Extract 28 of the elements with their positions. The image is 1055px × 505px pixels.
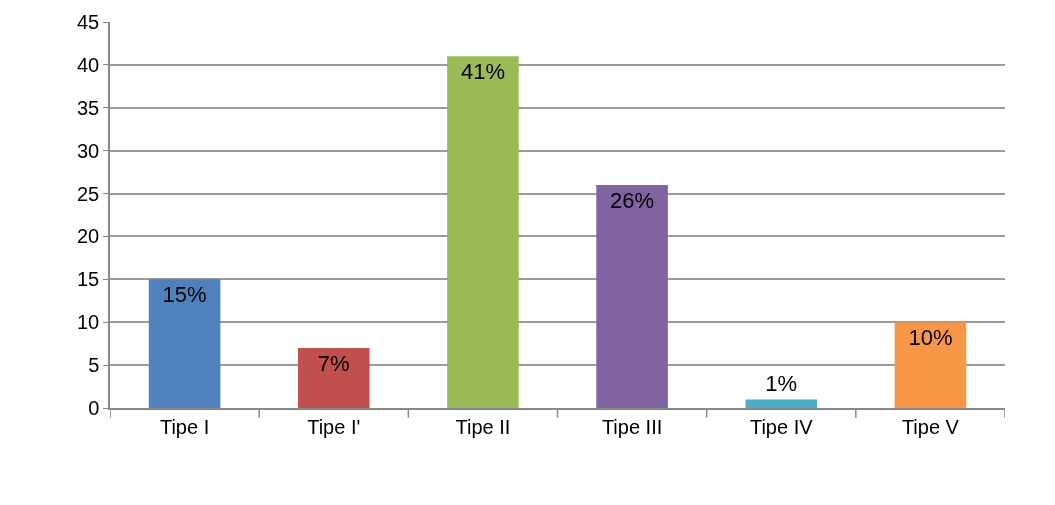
bar [148, 279, 221, 408]
data-label: 15% [162, 282, 207, 308]
y-tick-label: 20 [77, 225, 100, 248]
bar [447, 56, 519, 408]
x-tick-label: Tipe III [601, 415, 663, 438]
x-tick-label: Tipe II [455, 415, 511, 438]
x-tick-label: Tipe IV [749, 415, 814, 438]
y-tick-label: 35 [77, 96, 100, 119]
bar [596, 184, 668, 408]
data-label: 10% [908, 325, 953, 351]
data-label: 1% [765, 371, 798, 397]
y-tick-label: 40 [77, 53, 100, 76]
x-tick-label: Tipe I [159, 415, 210, 438]
y-tick-label: 30 [77, 139, 100, 162]
data-label: 7% [317, 350, 350, 376]
bar [745, 399, 818, 408]
data-label: 26% [610, 187, 655, 213]
y-tick-label: 45 [77, 11, 100, 33]
y-tick-label: 25 [77, 182, 100, 205]
data-label: 41% [460, 59, 505, 85]
y-tick-label: 15 [77, 268, 100, 291]
y-tick-label: 0 [88, 397, 100, 419]
y-tick-label: 5 [88, 354, 100, 377]
x-tick-label: Tipe I' [307, 415, 361, 438]
bar [894, 322, 967, 408]
x-tick-label: Tipe V [901, 415, 960, 438]
y-tick-label: 10 [77, 311, 100, 334]
bar [297, 347, 370, 408]
